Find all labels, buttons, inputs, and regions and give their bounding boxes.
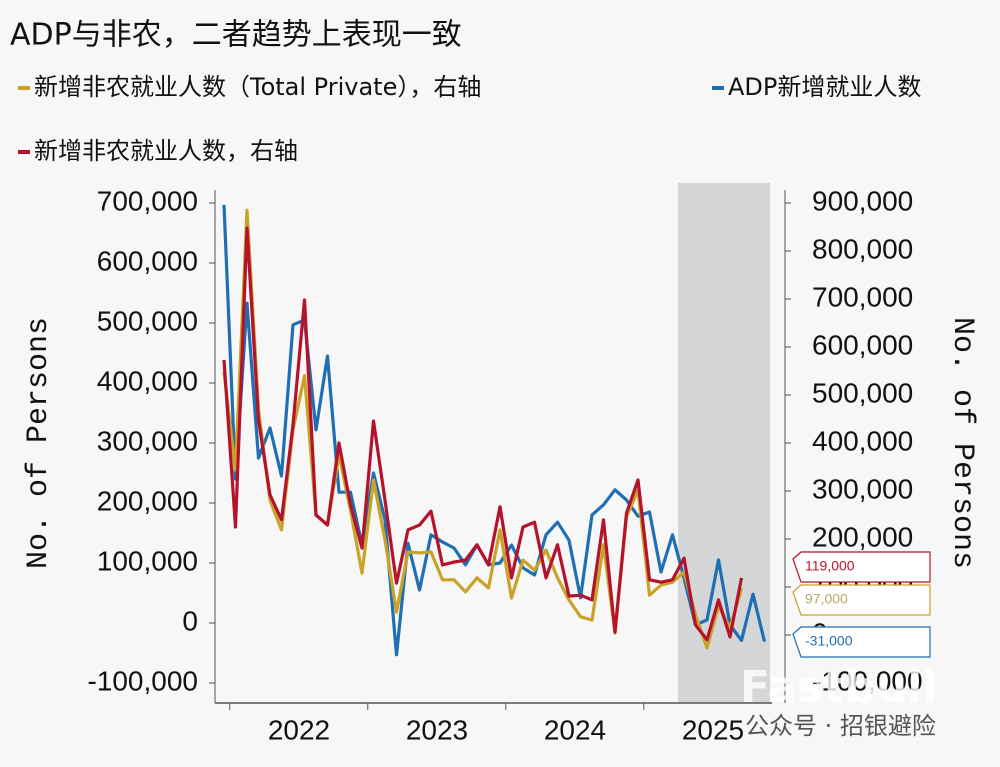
legend-label: 新增非农就业人数，右轴 [34, 137, 298, 165]
series-line [222, 226, 744, 642]
y2-axis-label: No. of Persons [945, 317, 979, 569]
x-tick-label: 2024 [544, 714, 606, 745]
value-label: 97,000 [805, 591, 848, 607]
value-label-box [792, 551, 931, 583]
watermark: Fastbull [740, 662, 937, 713]
x-tick-label: 2022 [268, 714, 330, 745]
y-tick-label: 500,000 [97, 305, 198, 336]
y-tick-label: 700,000 [97, 185, 198, 216]
highlight-region [678, 183, 770, 703]
legend-label: 新增非农就业人数（Total Private），右轴 [34, 73, 481, 101]
y2-tick-label: 200,000 [812, 521, 913, 552]
y2-tick-label: 900,000 [812, 185, 913, 216]
x-tick-label: 2025 [682, 714, 744, 745]
plot: -100,000 0 100,000 200,000 300,000 400,000 500… [87, 185, 931, 745]
y-tick-label: 300,000 [97, 425, 198, 456]
y2-tick-label: 600,000 [812, 329, 913, 360]
y-tick-label: 0 [182, 605, 198, 636]
y2-tick-label: 500,000 [812, 377, 913, 408]
value-label: -31,000 [805, 633, 853, 649]
y-tick-label: 400,000 [97, 365, 198, 396]
y-tick-label: 200,000 [97, 485, 198, 516]
y2-tick-label: 400,000 [812, 425, 913, 456]
y-tick-label: 600,000 [97, 245, 198, 276]
y-tick-label: -100,000 [87, 665, 198, 696]
y2-tick-label: -100,000 [812, 665, 923, 696]
y2-tick-label: 700,000 [812, 281, 913, 312]
source-note: 公众号 · 招银避险 [745, 712, 936, 740]
y2-tick-label: 300,000 [812, 473, 913, 504]
y-axis-label: No. of Persons [22, 317, 56, 569]
y2-tick-label: 800,000 [812, 233, 913, 264]
x-tick-label: 2023 [406, 714, 468, 745]
value-label: 119,000 [805, 558, 855, 574]
value-label-box [792, 584, 931, 616]
legend-label: ADP新增就业人数 [728, 73, 921, 101]
series-line [222, 208, 744, 650]
chart-title: ADP与非农，二者趋势上表现一致 [10, 18, 462, 53]
y-tick-label: 100,000 [97, 545, 198, 576]
value-label-box [792, 626, 931, 658]
